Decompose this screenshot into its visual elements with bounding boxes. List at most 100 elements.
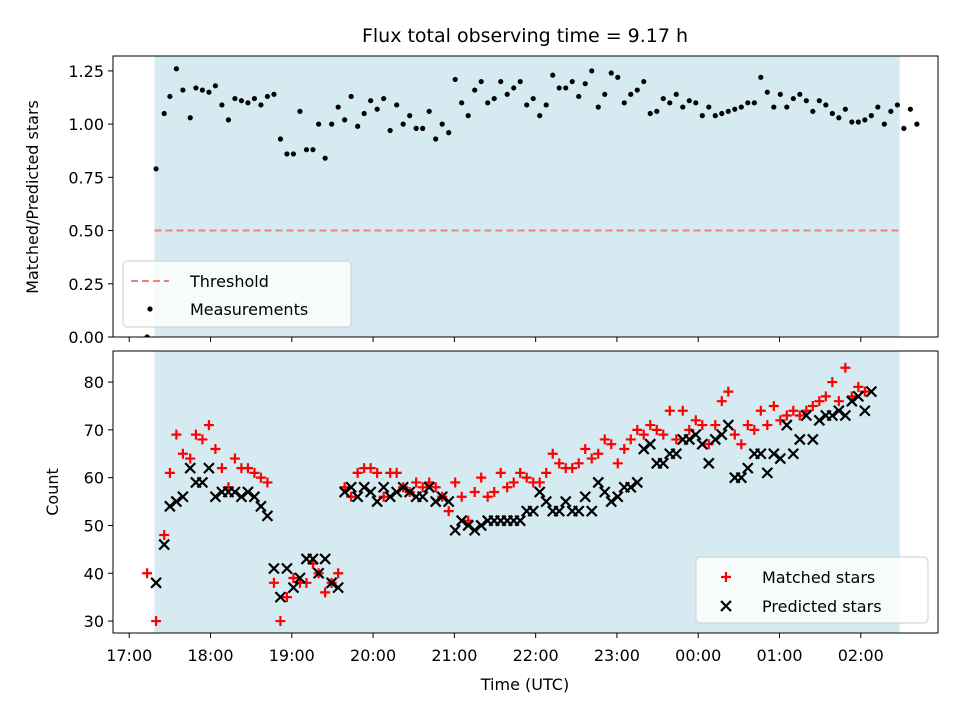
data-point bbox=[390, 486, 403, 498]
data-point bbox=[624, 481, 637, 493]
data-point bbox=[352, 467, 363, 478]
data-point bbox=[641, 78, 647, 85]
data-point bbox=[180, 87, 186, 93]
data-point bbox=[462, 519, 474, 532]
data-point bbox=[287, 581, 300, 594]
data-point bbox=[316, 121, 322, 127]
data-point bbox=[550, 72, 556, 78]
data-point bbox=[210, 443, 221, 454]
data-point bbox=[787, 447, 800, 460]
data-point bbox=[319, 553, 331, 565]
data-point bbox=[351, 491, 364, 503]
data-point bbox=[303, 147, 310, 153]
data-point bbox=[556, 85, 562, 91]
data-point bbox=[271, 91, 277, 97]
data-point bbox=[907, 106, 913, 112]
data-point bbox=[836, 115, 842, 121]
y-tick-label: 80 bbox=[84, 373, 104, 392]
data-point bbox=[521, 472, 532, 483]
data-point bbox=[403, 486, 416, 498]
data-point bbox=[361, 110, 367, 117]
data-point bbox=[514, 514, 526, 527]
data-point bbox=[738, 104, 744, 110]
data-point bbox=[322, 155, 328, 161]
data-point bbox=[755, 447, 767, 460]
x-tick-label: 17:00 bbox=[106, 646, 152, 665]
data-point bbox=[439, 121, 445, 127]
data-point bbox=[660, 95, 666, 102]
data-point bbox=[371, 495, 383, 508]
data-point bbox=[580, 443, 591, 454]
data-point bbox=[190, 429, 201, 440]
data-point bbox=[608, 70, 614, 76]
data-point bbox=[625, 434, 636, 445]
data-point bbox=[511, 85, 517, 91]
data-point bbox=[288, 573, 299, 584]
data-point bbox=[449, 524, 461, 537]
data-point bbox=[530, 95, 536, 102]
data-point bbox=[297, 108, 303, 114]
data-point bbox=[368, 98, 374, 104]
data-point bbox=[729, 429, 740, 440]
data-point bbox=[229, 453, 240, 464]
y-tick-label: 70 bbox=[84, 421, 104, 440]
data-point bbox=[807, 400, 818, 411]
x-tick-label: 01:00 bbox=[756, 646, 802, 665]
data-point bbox=[803, 98, 809, 104]
data-point bbox=[527, 505, 539, 517]
data-point bbox=[374, 106, 380, 112]
data-point bbox=[332, 581, 344, 594]
data-point bbox=[914, 121, 920, 127]
data-point bbox=[416, 491, 429, 503]
data-point bbox=[446, 130, 452, 136]
data-point bbox=[345, 481, 357, 493]
data-point bbox=[645, 420, 656, 431]
data-point bbox=[703, 439, 714, 450]
data-point bbox=[459, 100, 465, 106]
data-point bbox=[670, 447, 683, 460]
data-point bbox=[807, 433, 819, 446]
chart-title: Flux total observing time = 9.17 h bbox=[362, 25, 688, 47]
data-point bbox=[465, 113, 471, 119]
data-point bbox=[671, 434, 682, 445]
x-tick-label: 18:00 bbox=[187, 646, 233, 665]
data-point bbox=[364, 486, 377, 498]
data-point bbox=[875, 104, 881, 110]
data-point bbox=[206, 89, 212, 95]
data-point bbox=[554, 458, 565, 469]
data-point bbox=[605, 495, 618, 508]
data-point bbox=[476, 472, 487, 483]
data-point bbox=[274, 591, 287, 603]
data-point bbox=[491, 95, 497, 102]
data-point bbox=[736, 439, 747, 450]
data-point bbox=[284, 151, 290, 157]
data-point bbox=[621, 100, 627, 106]
data-point bbox=[232, 95, 238, 102]
x-tick-label: 21:00 bbox=[431, 646, 477, 665]
data-point bbox=[184, 462, 196, 474]
data-point bbox=[411, 477, 422, 488]
data-point bbox=[391, 467, 402, 478]
data-point bbox=[722, 419, 735, 431]
data-point bbox=[699, 113, 705, 119]
data-point bbox=[612, 458, 623, 469]
data-point bbox=[387, 127, 393, 134]
data-point bbox=[235, 491, 248, 503]
data-point bbox=[524, 102, 530, 108]
data-point bbox=[193, 85, 199, 91]
data-point bbox=[758, 74, 764, 80]
data-point bbox=[784, 104, 790, 110]
data-point bbox=[472, 87, 478, 93]
data-point bbox=[543, 102, 549, 108]
data-point bbox=[517, 78, 523, 85]
data-point bbox=[171, 429, 182, 440]
data-point bbox=[384, 491, 396, 503]
data-point bbox=[212, 83, 219, 89]
data-point bbox=[475, 519, 487, 532]
x-tick-label: 20:00 bbox=[350, 646, 396, 665]
data-point bbox=[372, 467, 383, 478]
data-point bbox=[833, 404, 845, 417]
series-matched-stars bbox=[142, 362, 870, 627]
data-point bbox=[686, 98, 692, 104]
